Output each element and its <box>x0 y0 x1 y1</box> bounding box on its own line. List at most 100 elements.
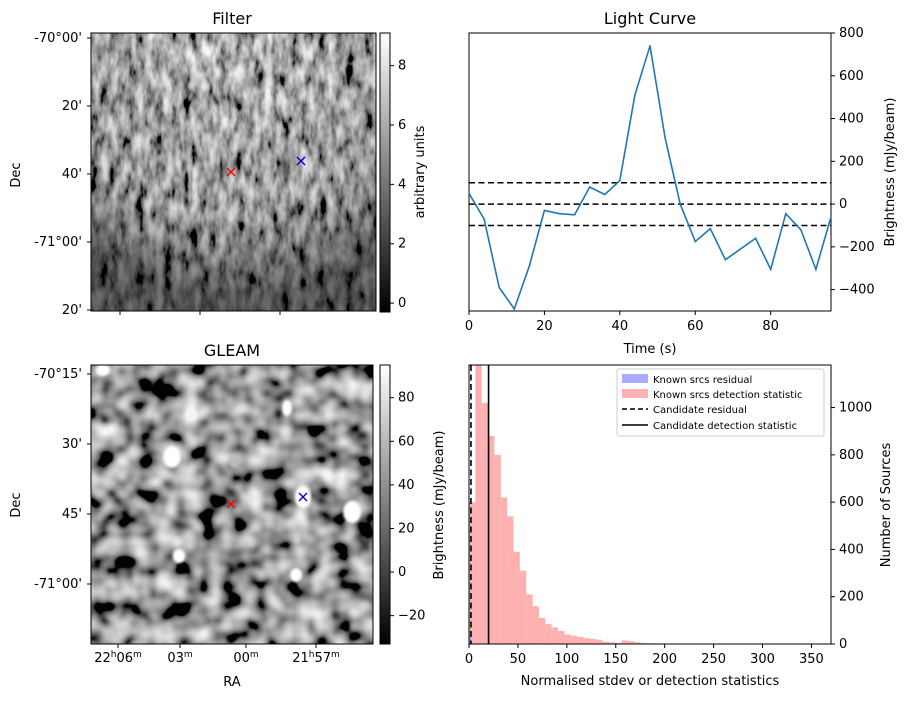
light-curve-point <box>634 94 636 96</box>
light-curve-point <box>559 213 561 215</box>
histogram-bar-known-detection <box>469 502 475 644</box>
gleam-colorbar-tick-label: 0 <box>398 565 406 580</box>
light-curve-point <box>710 228 712 230</box>
legend-label-candidate-detection: Candidate detection statistic <box>653 421 797 432</box>
histogram-x-tick-label: 50 <box>510 652 527 667</box>
histogram-y-tick-label: 200 <box>839 590 864 605</box>
gleam-title: GLEAM <box>204 341 260 360</box>
light-curve-point <box>770 269 772 271</box>
histogram-bar-known-detection <box>564 635 570 644</box>
filter-colorbar-label: arbitrary units <box>413 125 428 218</box>
filter-colorbar-tick-label: 0 <box>398 296 406 311</box>
light-curve-point <box>619 180 621 182</box>
histogram-bar-known-detection <box>533 606 539 644</box>
light-curve-point <box>679 203 681 205</box>
gleam-colorbar-tick-label: 60 <box>398 434 415 449</box>
light-curve-x-tick-label: 60 <box>687 319 704 334</box>
histogram-bar-known-detection <box>494 455 500 644</box>
histogram-bar-known-detection <box>571 636 577 644</box>
gleam-y-tick-label: -70°15' <box>34 367 82 382</box>
light-curve-point <box>800 229 802 231</box>
light-curve-point <box>513 308 515 310</box>
filter-y-tick-label: -71°00' <box>34 235 82 250</box>
filter-colorbar-tick-label: 6 <box>398 118 406 133</box>
histogram-y-tick-label: 800 <box>839 448 864 463</box>
filter-y-label: Dec <box>9 162 24 187</box>
gleam-image <box>91 364 373 644</box>
histogram-x-tick-label: 300 <box>750 652 775 667</box>
filter-y-tick-label: 20' <box>62 99 82 114</box>
histogram-x-tick-label: 0 <box>465 652 473 667</box>
filter-y-tick-label: -70°00' <box>34 31 82 46</box>
histogram-bar-known-detection <box>545 624 551 644</box>
histogram-bar-known-detection <box>622 640 628 644</box>
light-curve-y-tick-label: −400 <box>839 283 875 298</box>
histogram-bar-known-detection <box>520 571 526 644</box>
histogram-bar-known-detection <box>590 639 596 644</box>
light-curve-point <box>574 214 576 216</box>
light-curve-x-label: Time (s) <box>623 342 677 357</box>
histogram-x-label: Normalised stdev or detection statistics <box>521 674 780 689</box>
light-curve-y-tick-label: 800 <box>839 26 864 41</box>
histogram-bar-known-detection <box>507 516 513 644</box>
light-curve-y-tick-label: 200 <box>839 154 864 169</box>
gleam-y-tick-label: 45' <box>62 507 82 522</box>
histogram-bar-known-detection <box>558 631 564 644</box>
light-curve-x-tick-label: 80 <box>762 319 779 334</box>
histogram-bar-known-detection <box>482 403 488 644</box>
filter-title: Filter <box>212 9 252 28</box>
filter-colorbar-tick-label: 2 <box>398 237 406 252</box>
histogram-x-tick-label: 200 <box>652 652 677 667</box>
light-curve-point <box>589 186 591 188</box>
histogram-y-tick-label: 0 <box>839 637 847 652</box>
light-curve-point <box>755 237 757 239</box>
light-curve-point <box>498 287 500 289</box>
histogram-y-tick-label: 600 <box>839 495 864 510</box>
gleam-x-tick-label: 21h57m <box>292 650 340 666</box>
gleam-colorbar-tick-label: 20 <box>398 521 415 536</box>
filter-colorbar-tick-label: 4 <box>398 177 406 192</box>
filter-image <box>91 33 376 311</box>
light-curve-series <box>469 46 831 309</box>
gleam-y-label: Dec <box>9 492 24 517</box>
light-curve-frame <box>469 33 831 311</box>
legend-label-candidate-residual: Candidate residual <box>653 405 747 416</box>
light-curve-title: Light Curve <box>604 9 696 28</box>
histogram-bar-known-detection <box>475 365 481 644</box>
light-curve-point <box>725 259 727 261</box>
gleam-y-axis: -70°15'30'45'-71°00' <box>34 367 91 592</box>
light-curve-point <box>468 193 470 195</box>
legend-label-known-residual: Known srcs residual <box>653 375 752 386</box>
histogram-left-y-label: Brightness (mJy/beam) <box>432 431 447 580</box>
light-curve-point <box>664 137 666 139</box>
gleam-x-label: RA <box>223 675 241 690</box>
light-curve-y-tick-label: 400 <box>839 112 864 127</box>
light-curve-point <box>544 210 546 212</box>
histogram-bar-known-detection <box>577 637 583 644</box>
filter-panel: Filter -70°00'20'40'-71°00'20' Dec 02468… <box>9 9 428 318</box>
light-curve-y-label: Brightness (mJy/beam) <box>883 98 898 247</box>
histogram-right-y-label: Number of Sources <box>879 443 894 568</box>
histogram-bar-known-detection <box>596 640 602 644</box>
histogram-x-tick-label: 250 <box>701 652 726 667</box>
light-curve-y-tick-label: −200 <box>839 240 875 255</box>
light-curve-y-tick-label: 0 <box>839 197 847 212</box>
light-curve-point <box>649 45 651 47</box>
gleam-x-tick-label: 03m <box>167 650 192 666</box>
light-curve-point <box>830 216 832 218</box>
gleam-y-tick-label: -71°00' <box>34 577 82 592</box>
light-curve-x-tick-label: 40 <box>612 319 629 334</box>
histogram-x-tick-label: 100 <box>554 652 579 667</box>
histogram-y-tick-label: 400 <box>839 542 864 557</box>
histogram-x-tick-label: 350 <box>799 652 824 667</box>
light-curve-x-tick-label: 20 <box>536 319 553 334</box>
